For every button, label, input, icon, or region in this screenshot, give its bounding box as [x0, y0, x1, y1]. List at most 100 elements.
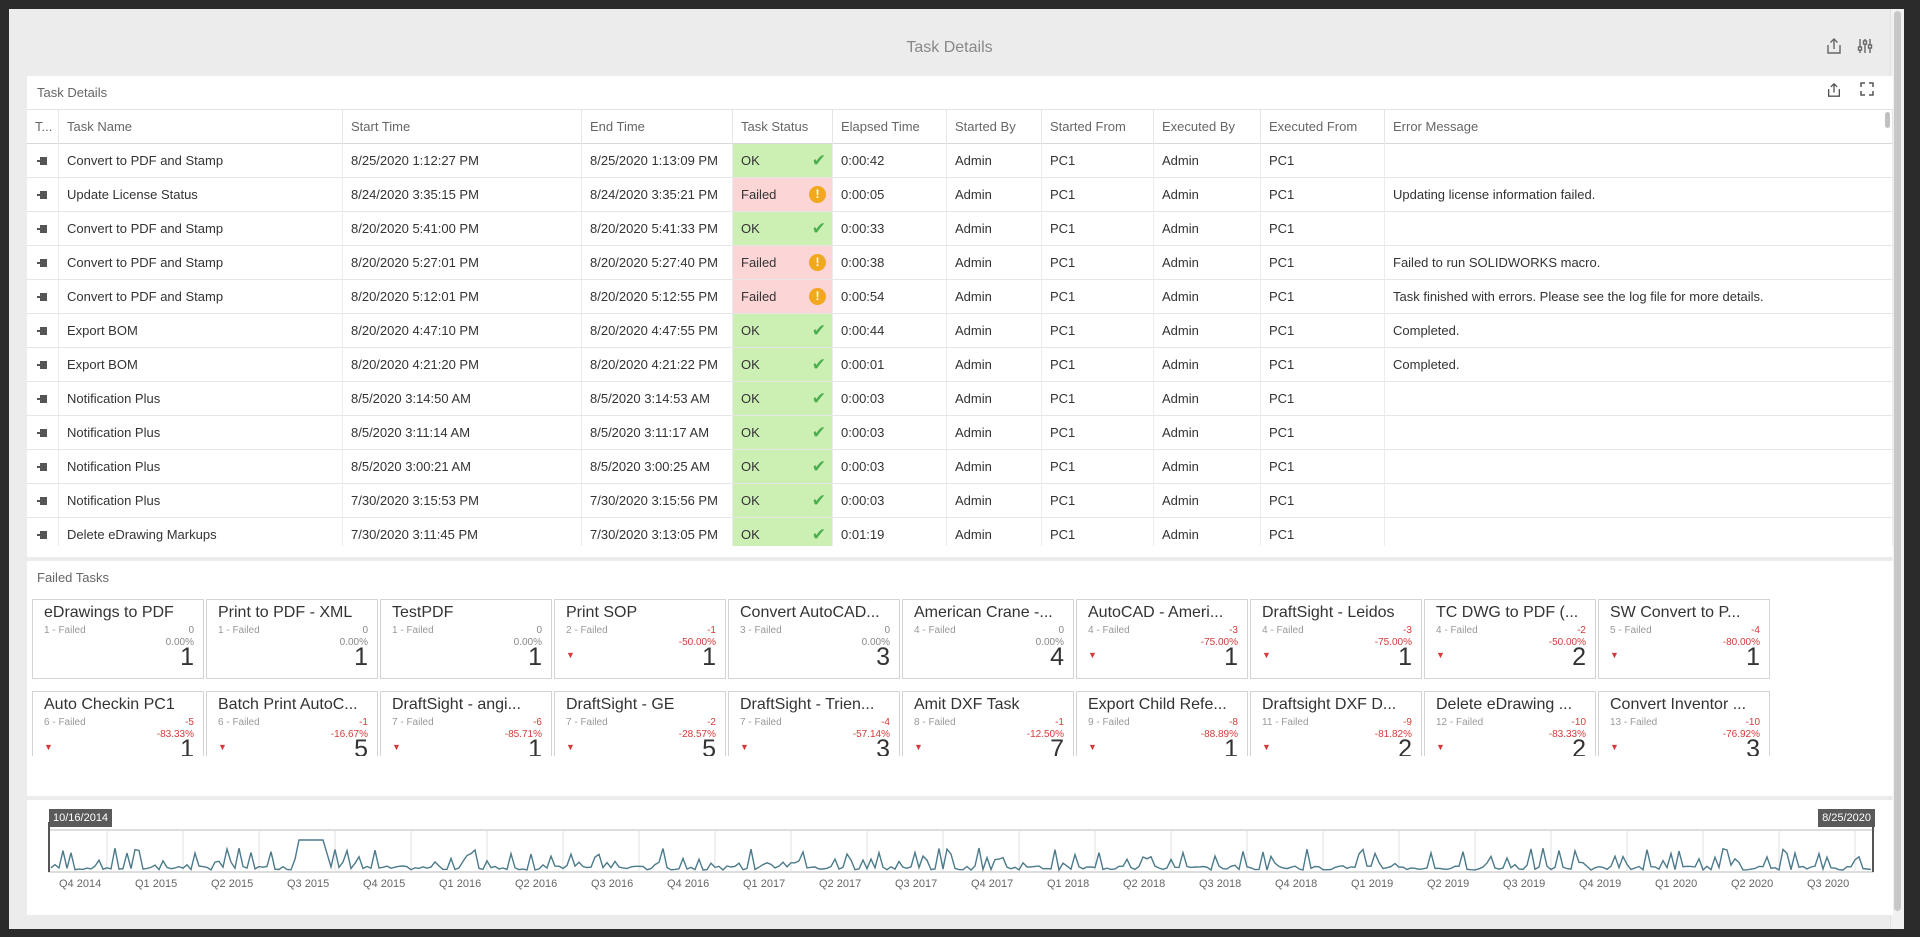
card-delta-percent: -83.33%: [156, 729, 194, 740]
column-header[interactable]: Elapsed Time: [833, 110, 947, 144]
failed-task-card[interactable]: Print SOP 2 - Failed -1 -50.00% ▼ 1: [554, 599, 726, 679]
table-cell: PC1: [1042, 280, 1154, 313]
timeline-start-badge[interactable]: 10/16/2014: [49, 809, 113, 827]
cell-text: 0:00:42: [841, 153, 885, 168]
table-row[interactable]: Export BOM 8/20/2020 4:47:10 PM 8/20/2020 …: [27, 314, 1893, 348]
cell-text: PC1: [1050, 187, 1076, 202]
failed-task-card[interactable]: Batch Print AutoC... 6 - Failed -1 -16.67% ▼…: [206, 691, 378, 756]
timeline-end-badge[interactable]: 8/25/2020: [1818, 809, 1875, 827]
check-icon: ✔: [811, 525, 826, 544]
failed-task-card[interactable]: DraftSight - Leidos 4 - Failed -3 -75.00% ▼ 1: [1250, 599, 1422, 679]
failed-task-card[interactable]: DraftSight - GE 7 - Failed -2 -28.57% ▼ 5: [554, 691, 726, 756]
quarter-tick-label: Q3 2019: [1503, 878, 1546, 890]
table-row[interactable]: Notification Plus 8/5/2020 3:00:21 AM 8/5/…: [27, 450, 1893, 484]
card-failed-count: 11 - Failed: [1262, 717, 1309, 728]
card-delta-value: -4: [1751, 625, 1760, 636]
cell-text: 8/20/2020 5:41:33 PM: [590, 221, 718, 236]
failed-task-card[interactable]: TestPDF 1 - Failed 0 0.00% 1: [380, 599, 552, 679]
export-icon[interactable]: [1824, 82, 1844, 102]
task-type-icon: [37, 326, 47, 336]
card-delta-percent: -81.82%: [1374, 729, 1412, 740]
cell-text: 0:00:33: [841, 221, 885, 236]
column-header[interactable]: T...: [27, 110, 59, 144]
card-title: Export Child Refe...: [1088, 696, 1227, 713]
table-row[interactable]: Convert to PDF and Stamp 8/25/2020 1:12:2…: [27, 144, 1893, 178]
status-cell: OK ✔: [733, 484, 833, 517]
table-row[interactable]: Convert to PDF and Stamp 8/20/2020 5:12:0…: [27, 280, 1893, 314]
window-scrollbar-thumb[interactable]: [1894, 11, 1901, 911]
table-row[interactable]: Notification Plus 7/30/2020 3:15:53 PM 7/3…: [27, 484, 1893, 518]
table-row[interactable]: Convert to PDF and Stamp 8/20/2020 5:41:0…: [27, 212, 1893, 246]
card-value: 1: [702, 643, 716, 671]
status-cell: OK ✔: [733, 382, 833, 415]
table-row[interactable]: Update License Status 8/24/2020 3:35:15 P…: [27, 178, 1893, 212]
column-header[interactable]: Executed From: [1261, 110, 1385, 144]
failed-task-card[interactable]: Print to PDF - XML 1 - Failed 0 0.00% 1: [206, 599, 378, 679]
cell-text: Convert to PDF and Stamp: [67, 255, 224, 270]
column-header[interactable]: Task Status: [733, 110, 833, 144]
cell-text: PC1: [1269, 255, 1295, 270]
table-cell: 8/24/2020 3:35:15 PM: [343, 178, 582, 211]
column-header[interactable]: Executed By: [1154, 110, 1261, 144]
table-cell: Admin: [947, 382, 1042, 415]
cell-text: Admin: [1162, 527, 1199, 542]
card-delta-percent: -50.00%: [678, 637, 716, 648]
failed-task-card[interactable]: Convert AutoCAD... 3 - Failed 0 0.00% 3: [728, 599, 900, 679]
failed-task-card[interactable]: eDrawings to PDF 1 - Failed 0 0.00% 1: [32, 599, 204, 679]
card-failed-count: 4 - Failed: [1088, 625, 1130, 636]
quarter-tick-label: Q2 2015: [211, 878, 254, 890]
table-row[interactable]: Delete eDrawing Markups 7/30/2020 3:11:45…: [27, 518, 1893, 546]
failed-task-card[interactable]: Convert Inventor ... 13 - Failed -10 -76.92…: [1598, 691, 1770, 756]
grid-scrollbar[interactable]: [1885, 112, 1891, 514]
failed-task-card[interactable]: DraftSight - Trien... 7 - Failed -4 -57.14%…: [728, 691, 900, 756]
card-value: 1: [180, 735, 194, 756]
table-row[interactable]: Export BOM 8/20/2020 4:21:20 PM 8/20/2020 …: [27, 348, 1893, 382]
table-cell: 0:00:03: [833, 382, 947, 415]
failed-task-card[interactable]: Draftsight DXF D... 11 - Failed -9 -81.82% ▼…: [1250, 691, 1422, 756]
column-header[interactable]: Error Message: [1385, 110, 1893, 144]
card-delta-percent: -88.89%: [1200, 729, 1238, 740]
column-header[interactable]: Started From: [1042, 110, 1154, 144]
failed-task-card[interactable]: Amit DXF Task 8 - Failed -1 -12.50% ▼ 7: [902, 691, 1074, 756]
down-arrow-icon: ▼: [1610, 742, 1619, 752]
table-row[interactable]: Notification Plus 8/5/2020 3:14:50 AM 8/5/…: [27, 382, 1893, 416]
cell-text: Notification Plus: [67, 425, 161, 440]
cell-text: Admin: [955, 357, 992, 372]
task-type-icon: [37, 496, 47, 506]
column-header[interactable]: End Time: [582, 110, 733, 144]
table-row[interactable]: Notification Plus 8/5/2020 3:11:14 AM 8/5/…: [27, 416, 1893, 450]
quarter-tick-label: Q1 2017: [743, 878, 786, 890]
table-cell: 0:00:54: [833, 280, 947, 313]
failed-task-card[interactable]: Delete eDrawing ... 12 - Failed -10 -83.33%…: [1424, 691, 1596, 756]
timeline-chart[interactable]: [27, 800, 1893, 915]
table-cell: Export BOM: [59, 348, 343, 381]
failed-task-card[interactable]: Auto Checkin PC1 6 - Failed -5 -83.33% ▼ 1: [32, 691, 204, 756]
grid-scrollbar-thumb[interactable]: [1885, 112, 1890, 128]
column-header[interactable]: Start Time: [343, 110, 582, 144]
failed-tasks-cards: eDrawings to PDF 1 - Failed 0 0.00% 1 Print t…: [32, 599, 1832, 756]
table-cell: PC1: [1042, 348, 1154, 381]
maximize-icon[interactable]: [1857, 82, 1877, 102]
failed-task-card[interactable]: DraftSight - angi... 7 - Failed -6 -85.71% ▼…: [380, 691, 552, 756]
card-delta: -4 -80.00%: [1723, 625, 1760, 649]
failed-task-card[interactable]: SW Convert to P... 5 - Failed -4 -80.00% ▼ 1: [1598, 599, 1770, 679]
table-row[interactable]: Convert to PDF and Stamp 8/20/2020 5:27:0…: [27, 246, 1893, 280]
failed-task-card[interactable]: Export Child Refe... 9 - Failed -8 -88.89% ▼…: [1076, 691, 1248, 756]
failed-task-card[interactable]: AutoCAD - Ameri... 4 - Failed -3 -75.00% ▼ 1: [1076, 599, 1248, 679]
table-cell: 8/25/2020 1:12:27 PM: [343, 144, 582, 177]
card-title: Amit DXF Task: [914, 696, 1020, 713]
export-icon[interactable]: [1823, 37, 1845, 59]
card-value: 3: [876, 735, 890, 756]
cell-text: PC1: [1269, 459, 1295, 474]
failed-task-card[interactable]: American Crane -... 4 - Failed 0 0.00% 4: [902, 599, 1074, 679]
column-header[interactable]: Started By: [947, 110, 1042, 144]
table-cell: PC1: [1042, 144, 1154, 177]
task-details-grid: T... Task Name Start Time End Time Task Stat…: [27, 109, 1893, 546]
task-type-cell: [27, 450, 59, 483]
sliders-icon[interactable]: [1854, 37, 1876, 59]
failed-task-card[interactable]: TC DWG to PDF (... 4 - Failed -2 -50.00% ▼ 2: [1424, 599, 1596, 679]
column-header[interactable]: Task Name: [59, 110, 343, 144]
table-cell: Notification Plus: [59, 382, 343, 415]
cell-text: 8/20/2020 5:27:01 PM: [351, 255, 479, 270]
cell-text: Admin: [955, 153, 992, 168]
